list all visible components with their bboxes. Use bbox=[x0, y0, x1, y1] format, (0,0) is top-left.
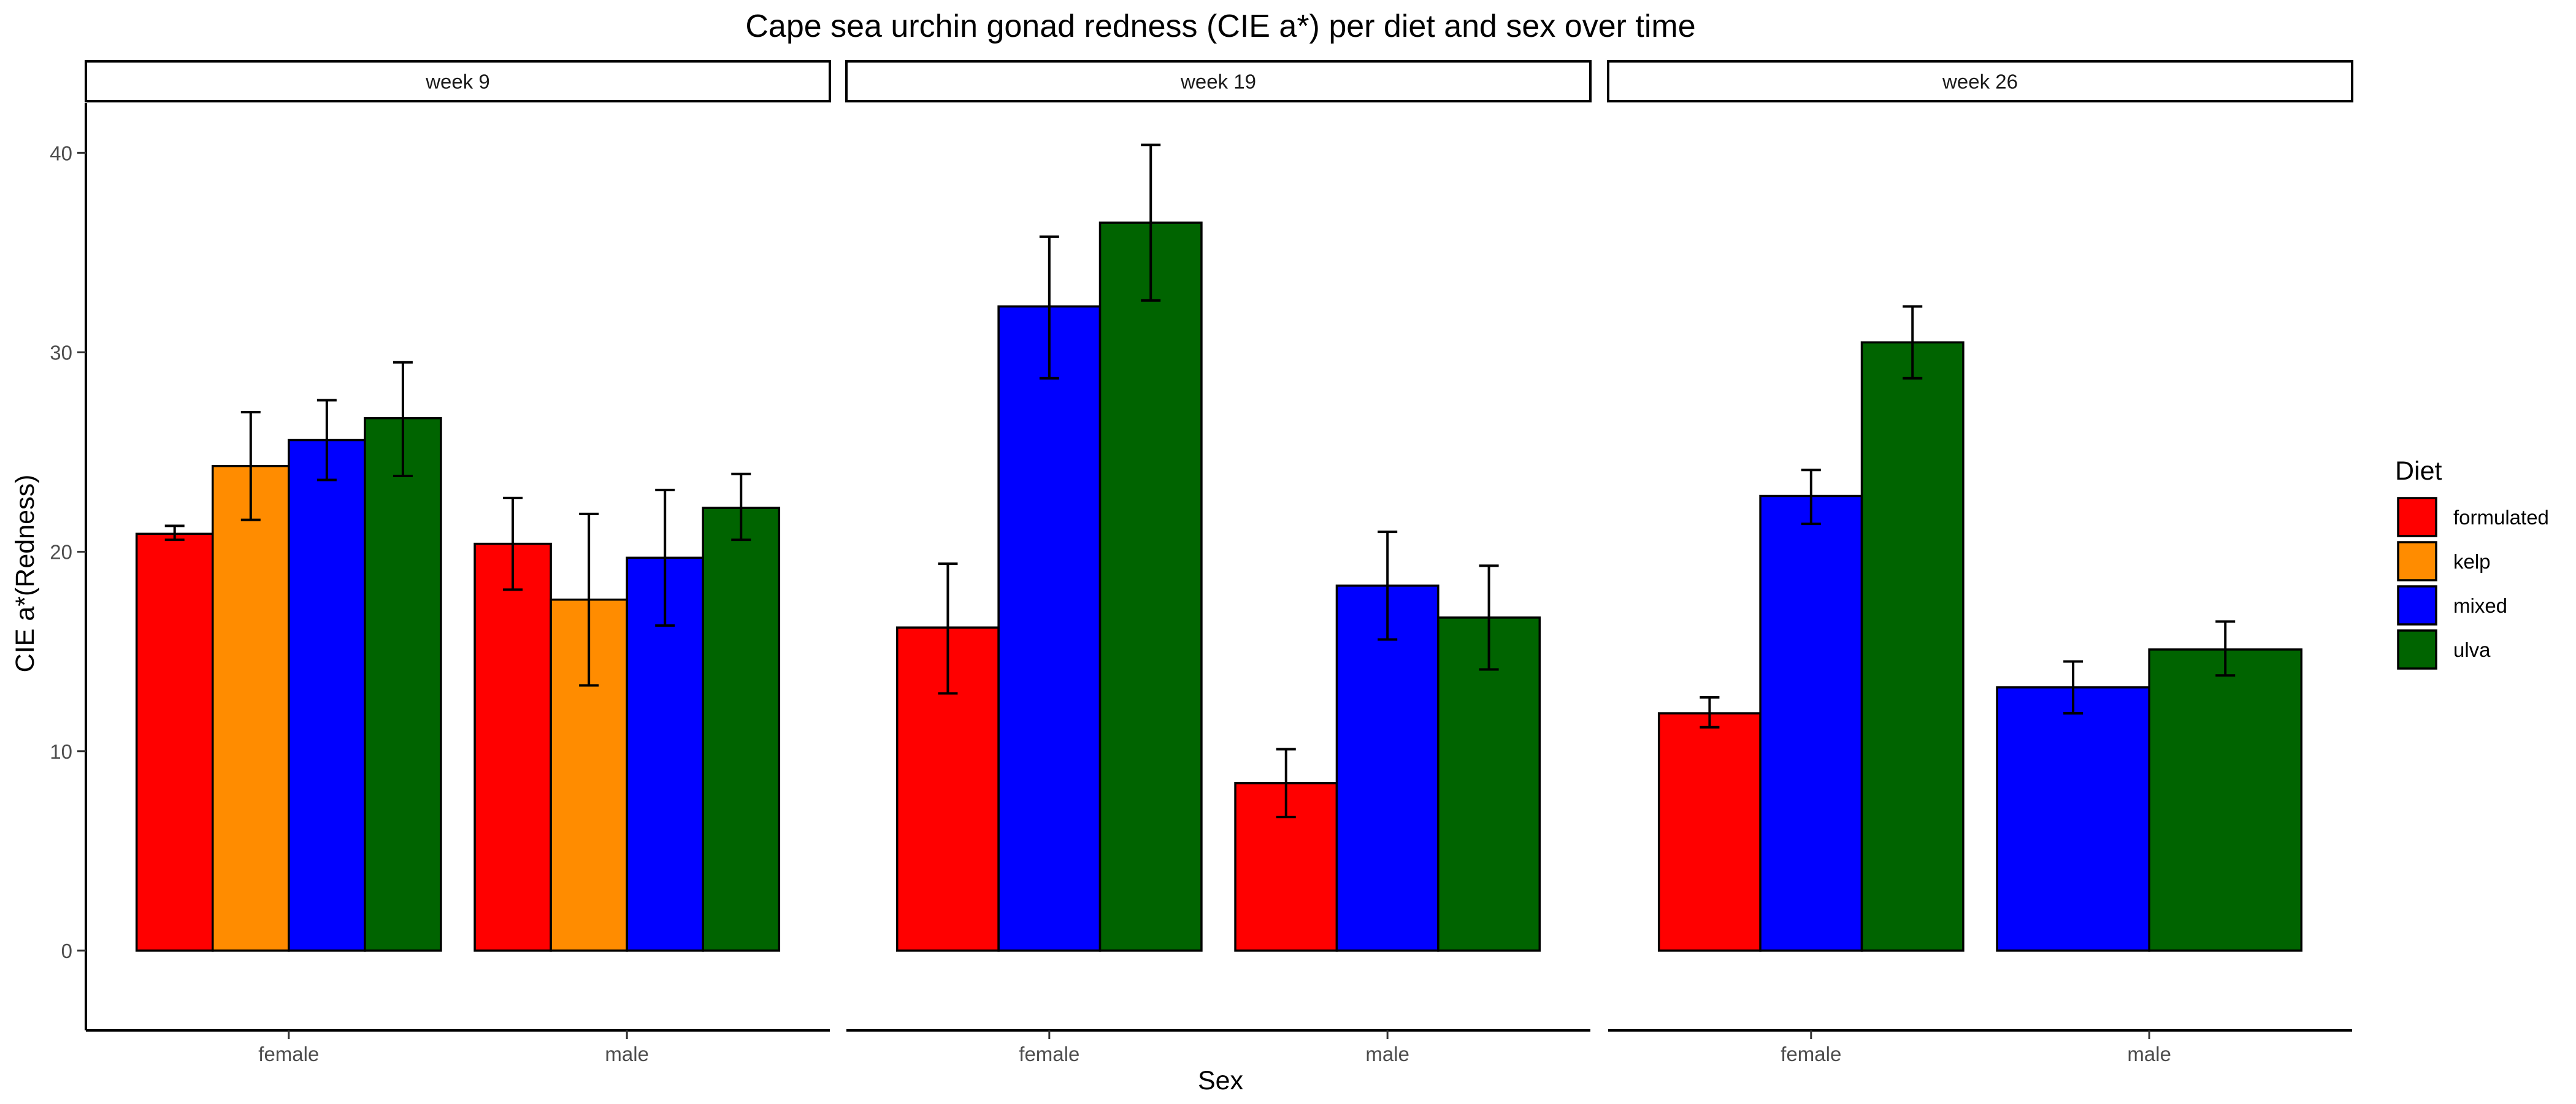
bar bbox=[135, 532, 214, 952]
error-bar bbox=[2063, 660, 2083, 715]
bar bbox=[288, 439, 366, 952]
error-bar bbox=[1903, 305, 1923, 380]
x-axis-title: Sex bbox=[1198, 1066, 1244, 1095]
bar bbox=[997, 305, 1102, 952]
facet-strip-label: week 26 bbox=[1942, 71, 2018, 93]
y-tick-label: 30 bbox=[50, 341, 72, 364]
legend-label: mixed bbox=[2453, 594, 2507, 617]
x-tick-label: female bbox=[1781, 1043, 1841, 1065]
error-bar bbox=[1378, 531, 1398, 641]
facet-strip bbox=[85, 60, 831, 102]
error-bar bbox=[393, 361, 413, 478]
facet-strip bbox=[1607, 60, 2353, 102]
bar bbox=[1335, 585, 1439, 952]
error-bar bbox=[503, 496, 523, 591]
legend-entry: kelp bbox=[2397, 541, 2491, 581]
bar bbox=[364, 417, 442, 952]
x-tick-label: female bbox=[1019, 1043, 1079, 1065]
x-tick-label: male bbox=[605, 1043, 649, 1065]
x-tick-label: female bbox=[258, 1043, 319, 1065]
legend-label: formulated bbox=[2453, 506, 2549, 529]
error-bar bbox=[2215, 620, 2236, 677]
y-tick-label: 40 bbox=[50, 142, 72, 164]
y-tick-label: 10 bbox=[50, 740, 72, 763]
y-tick-label: 20 bbox=[50, 541, 72, 564]
y-tick-label: 0 bbox=[61, 940, 72, 962]
error-bar bbox=[316, 399, 337, 481]
error-bar bbox=[1479, 564, 1499, 671]
error-bar bbox=[164, 524, 185, 542]
bar bbox=[212, 465, 290, 952]
facet-strip-label: week 19 bbox=[1180, 71, 1256, 93]
bar bbox=[702, 507, 781, 952]
bar bbox=[1996, 686, 2150, 952]
facet-panel: week 19 female male bbox=[845, 60, 1592, 1065]
bar bbox=[1860, 341, 1965, 952]
bar bbox=[1759, 494, 1863, 952]
legend-entry: formulated bbox=[2397, 497, 2549, 537]
bar bbox=[473, 542, 552, 952]
legend-label: kelp bbox=[2453, 550, 2491, 573]
error-bar bbox=[1276, 748, 1296, 819]
y-axis-title: CIE a*(Redness) bbox=[10, 475, 40, 673]
error-bar bbox=[1801, 469, 1821, 526]
error-bar bbox=[1700, 696, 1720, 729]
legend: Diet formulated kelp mixed ulva bbox=[2395, 456, 2549, 670]
legend-label: ulva bbox=[2453, 638, 2491, 661]
error-bar bbox=[655, 488, 675, 627]
facet-strip bbox=[845, 60, 1592, 102]
facet-strip-label: week 9 bbox=[425, 71, 490, 93]
bar bbox=[1098, 221, 1203, 952]
facet-panel: week 26 female male bbox=[1607, 60, 2353, 1065]
error-bar bbox=[240, 411, 261, 521]
bar bbox=[2148, 648, 2303, 952]
bar bbox=[1657, 712, 1761, 952]
error-bar bbox=[1141, 144, 1161, 302]
legend-entry: mixed bbox=[2397, 585, 2507, 626]
error-bar bbox=[938, 562, 958, 695]
error-bar bbox=[731, 472, 751, 542]
x-tick-label: male bbox=[2127, 1043, 2171, 1065]
error-bar bbox=[1039, 235, 1059, 380]
error-bar bbox=[579, 512, 599, 687]
x-tick-label: male bbox=[1365, 1043, 1409, 1065]
legend-title: Diet bbox=[2395, 456, 2442, 486]
facet-panels: week 9 0 10 20 30 40 female male week 19 female ma… bbox=[50, 60, 2353, 1065]
legend-swatch bbox=[2397, 497, 2437, 537]
facet-panel: week 9 0 10 20 30 40 female male bbox=[50, 60, 831, 1065]
legend-swatch bbox=[2397, 629, 2437, 670]
legend-swatch bbox=[2397, 585, 2437, 626]
chart-title: Cape sea urchin gonad redness (CIE a*) p… bbox=[745, 9, 1695, 44]
legend-swatch bbox=[2397, 541, 2437, 581]
legend-entry: ulva bbox=[2397, 629, 2491, 670]
bar bbox=[1437, 616, 1541, 952]
